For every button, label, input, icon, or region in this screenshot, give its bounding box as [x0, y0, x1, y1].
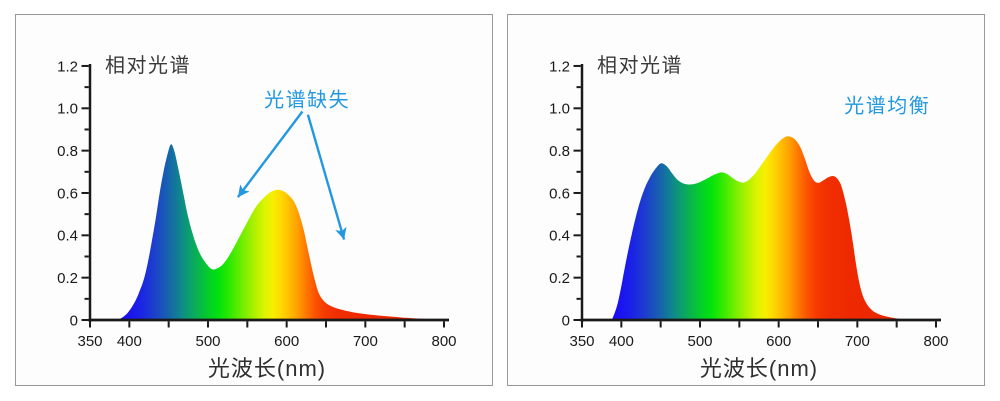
- y-tick-label: 1.2: [549, 58, 570, 75]
- x-tick-label: 800: [923, 333, 948, 350]
- right-chart-panel: 350 400 500 600 700 800 0 0.2 0.4 0.6 0.8 1.0 1.2 相对…: [507, 14, 985, 386]
- y-tick-label: 0: [70, 312, 78, 329]
- y-tick-label: 1.2: [57, 58, 78, 75]
- y-tick-label: 1.0: [549, 101, 570, 118]
- x-tick-label: 600: [274, 333, 299, 350]
- x-tick-label: 700: [845, 333, 870, 350]
- y-tick-label: 0.4: [549, 228, 570, 245]
- annotation-spectrum-missing: 光谱缺失: [264, 89, 351, 112]
- spectrum-chart-balanced: 350 400 500 600 700 800 0 0.2 0.4 0.6 0.8 1.0 1.2: [549, 58, 948, 350]
- left-chart-panel: 350 400 500 600 700 800 0 0.2 0.4 0.6 0.8 1.0 1.2 相对…: [15, 14, 493, 386]
- x-tick-label: 350: [77, 333, 102, 350]
- x-tick-label: 400: [609, 333, 634, 350]
- x-tick-label: 500: [687, 333, 712, 350]
- x-tick-label: 600: [766, 333, 791, 350]
- spectrum-chart-missing: 350 400 500 600 700 800 0 0.2 0.4 0.6 0.8 1.0 1.2: [57, 58, 456, 350]
- x-tick-label: 350: [569, 333, 594, 350]
- y-tick-label: 0.8: [57, 143, 78, 160]
- x-tick-label: 800: [431, 333, 456, 350]
- spectrum-area: [611, 136, 905, 320]
- x-tick-label: 400: [117, 333, 142, 350]
- annotation-arrow: [236, 110, 304, 198]
- y-tick-label: 0.2: [549, 270, 570, 287]
- annotation-spectrum-balanced: 光谱均衡: [844, 95, 931, 118]
- y-tick-label: 1.0: [57, 101, 78, 118]
- x-tick-label: 700: [353, 333, 378, 350]
- y-tick-label: 0.6: [57, 185, 78, 202]
- y-tick-label: 0.6: [549, 185, 570, 202]
- chart-title: 相对光谱: [105, 55, 191, 77]
- y-tick-label: 0: [562, 312, 570, 329]
- y-tick-label: 0.8: [549, 143, 570, 160]
- x-axis-label: 光波长(nm): [699, 356, 819, 381]
- y-tick-label: 0.2: [57, 270, 78, 287]
- y-tick-label: 0.4: [57, 228, 78, 245]
- x-axis-label: 光波长(nm): [207, 356, 327, 381]
- x-tick-label: 500: [195, 333, 220, 350]
- spectrum-area: [117, 144, 444, 320]
- annotation-arrow: [306, 114, 347, 240]
- chart-title: 相对光谱: [597, 55, 683, 77]
